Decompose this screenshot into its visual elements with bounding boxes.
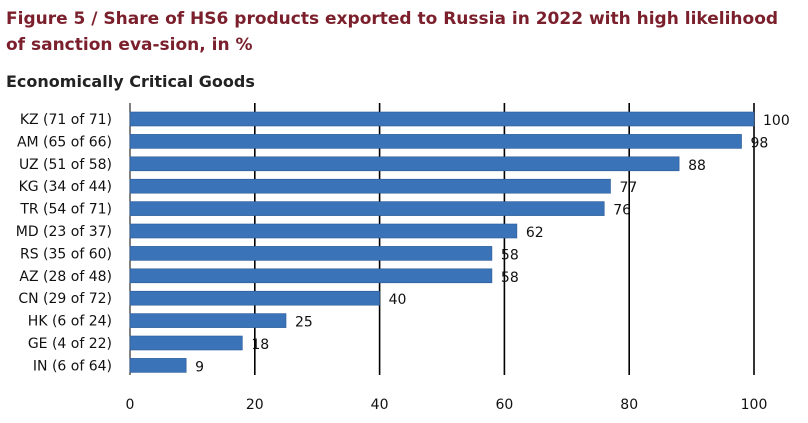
bar	[129, 290, 380, 306]
category-label: CN (29 of 72)	[18, 291, 112, 307]
bar	[129, 358, 187, 373]
category-label: HK (6 of 24)	[28, 314, 112, 330]
x-tick-label: 0	[126, 397, 135, 413]
x-tick-label: 60	[495, 397, 513, 413]
x-tick-label: 20	[246, 397, 264, 413]
value-label: 58	[501, 247, 519, 263]
category-label: AM (65 of 66)	[17, 134, 112, 150]
bar	[129, 246, 493, 261]
category-label: KZ (71 of 71)	[20, 112, 112, 128]
value-label: 18	[251, 337, 269, 353]
category-labels: KZ (71 of 71) AM (65 of 66) UZ (51 of 58) K…	[16, 112, 112, 374]
value-label: 88	[688, 158, 706, 174]
value-labels: 100 98 88 77 76 62 58 58 40 25 18 9	[195, 113, 790, 375]
category-label: GE (4 of 22)	[28, 336, 112, 352]
value-label: 9	[195, 359, 204, 375]
value-label: 62	[526, 225, 544, 241]
value-label: 40	[389, 292, 407, 308]
bar	[129, 156, 680, 172]
category-label: KG (34 of 44)	[19, 179, 112, 195]
chart-subtitle: Economically Critical Goods	[6, 72, 255, 91]
x-tick-label: 100	[741, 397, 768, 413]
bar	[129, 178, 611, 194]
value-label: 77	[619, 180, 637, 196]
category-label: TR (54 of 71)	[19, 202, 112, 218]
value-label: 76	[613, 203, 631, 219]
bar	[129, 268, 493, 284]
value-label: 98	[751, 135, 769, 151]
figure-title: Figure 5 / Share of HS6 products exporte…	[6, 9, 779, 55]
bar	[129, 201, 605, 216]
value-label: 25	[295, 315, 313, 331]
category-label: RS (35 of 60)	[20, 246, 112, 262]
x-tick-label: 40	[371, 397, 389, 413]
category-label: MD (23 of 37)	[16, 224, 112, 240]
bar	[129, 335, 243, 351]
bar	[129, 223, 518, 239]
value-label: 100	[763, 113, 790, 129]
value-label: 58	[501, 270, 519, 286]
bar	[129, 134, 742, 149]
category-label: UZ (51 of 58)	[19, 157, 112, 173]
bar	[129, 111, 755, 127]
category-label: AZ (28 of 48)	[19, 269, 112, 285]
bars	[129, 111, 755, 373]
x-axis-ticks: 0 20 40 60 80 100	[126, 397, 768, 413]
x-tick-label: 80	[620, 397, 638, 413]
bar	[129, 313, 287, 328]
category-label: IN (6 of 64)	[33, 358, 112, 374]
